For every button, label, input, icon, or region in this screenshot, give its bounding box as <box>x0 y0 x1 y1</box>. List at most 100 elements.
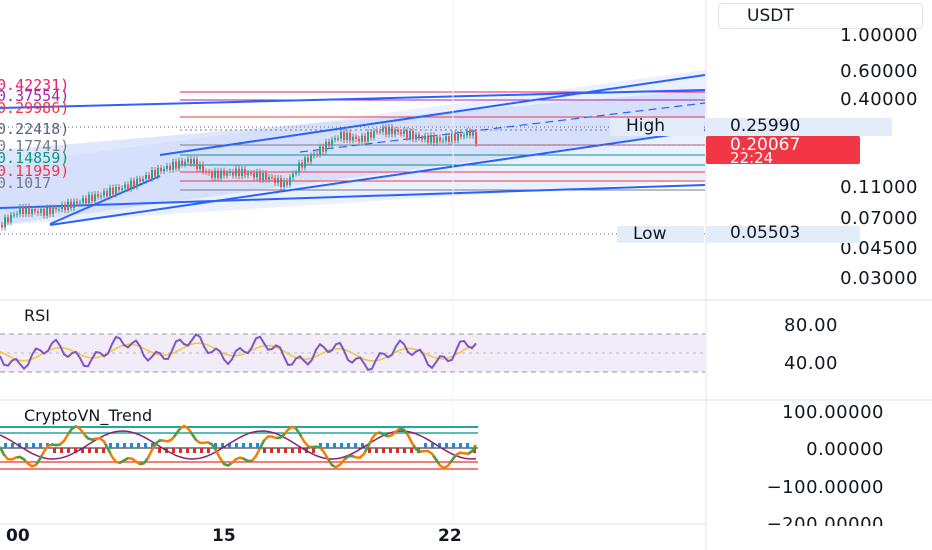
trend-dot <box>368 448 371 453</box>
candle-body <box>211 172 213 178</box>
time-tick: 22 <box>438 526 462 546</box>
low-value-badge[interactable]: 0.05503 <box>706 223 860 243</box>
candlestick-series[interactable] <box>1 123 477 231</box>
trend-dot <box>459 443 462 448</box>
channel-start-segment[interactable] <box>49 175 161 225</box>
candle-body <box>289 177 291 185</box>
candle-body <box>424 135 426 140</box>
trend-pane[interactable] <box>0 424 478 470</box>
candle-body <box>97 194 99 197</box>
candle-body <box>364 135 366 142</box>
channel-bottom-line[interactable] <box>0 184 706 209</box>
candle-body <box>460 133 462 137</box>
candle-body <box>196 159 198 170</box>
trend-dot <box>452 443 455 448</box>
rsi-signal-line[interactable] <box>0 342 477 362</box>
fib-level-label: (0.37554) <box>0 87 70 105</box>
candle-body <box>367 132 369 142</box>
trend-dot <box>263 448 266 453</box>
channel-upper-diagonal[interactable] <box>159 74 706 156</box>
high-label: High <box>626 116 666 136</box>
high-value-badge[interactable]: 0.25990 <box>706 116 892 136</box>
trend-fast-line[interactable] <box>0 424 478 470</box>
candle-body <box>331 139 333 147</box>
trend-dot <box>130 443 133 448</box>
trend-dot <box>109 443 112 448</box>
candle-body <box>28 206 30 215</box>
rsi-title[interactable]: RSI <box>24 306 50 325</box>
trend-tick: 100.00000 <box>782 402 884 423</box>
trend-dot <box>74 448 77 453</box>
candle-body <box>4 217 6 228</box>
candle-body <box>439 137 441 141</box>
current-price-value: 0.20067 <box>730 135 801 155</box>
candle-body <box>43 208 45 216</box>
currency-button[interactable]: USDT <box>718 3 923 29</box>
candle-body <box>250 173 252 175</box>
candle-body <box>421 138 423 140</box>
candle-body <box>442 140 444 142</box>
candle-body <box>475 132 477 144</box>
candle-body <box>322 146 324 152</box>
candle-body <box>166 165 168 169</box>
trend-dot <box>4 443 7 448</box>
lower-channel-fill <box>0 70 705 225</box>
candle-body <box>373 131 375 138</box>
candle-body <box>355 136 357 139</box>
candle-body <box>226 172 228 176</box>
trend-dot <box>39 443 42 448</box>
current-price-tag[interactable]: 0.20067 22:24 <box>706 135 860 167</box>
upper-channel-fill <box>0 90 705 225</box>
trend-dot <box>95 448 98 453</box>
trend-dot <box>445 443 448 448</box>
trend-dot <box>221 443 224 448</box>
trend-dot <box>53 448 56 453</box>
candle-body <box>31 208 33 215</box>
trend-dot <box>242 443 245 448</box>
time-tick: 15 <box>212 526 236 546</box>
candle-body <box>256 171 258 178</box>
trend-dot <box>354 443 357 448</box>
candle-body <box>274 177 276 183</box>
candle-body <box>451 133 453 142</box>
price-tick: 0.11000 <box>840 177 918 198</box>
high-label-badge[interactable]: High <box>610 116 704 136</box>
trend-dot <box>382 448 385 453</box>
candle-body <box>112 187 114 195</box>
trend-dot <box>403 448 406 453</box>
trend-dot <box>151 443 154 448</box>
candle-body <box>199 164 201 170</box>
candle-body <box>385 127 387 135</box>
candle-body <box>379 131 381 133</box>
low-label: Low <box>633 224 667 244</box>
candle-body <box>349 132 351 141</box>
candle-body <box>94 194 96 202</box>
trend-dot <box>102 448 105 453</box>
trend-dot <box>256 443 259 448</box>
trend-dot <box>438 443 441 448</box>
candle-body <box>400 132 402 134</box>
trend-dot <box>340 443 343 448</box>
candle-body <box>316 153 318 155</box>
price-tick: 1.00000 <box>840 25 918 46</box>
trend-dot <box>389 448 392 453</box>
channel-lower-diagonal[interactable] <box>49 129 706 226</box>
low-value: 0.05503 <box>730 223 801 243</box>
candle-body <box>223 170 225 176</box>
rsi-line[interactable] <box>0 333 477 372</box>
trend-title[interactable]: CryptoVN_Trend <box>24 406 153 425</box>
rsi-pane[interactable] <box>0 333 705 373</box>
main-price-pane[interactable] <box>0 70 706 235</box>
candle-body <box>160 168 162 172</box>
candle-body <box>358 138 360 142</box>
candle-body <box>319 146 321 155</box>
trend-dot <box>88 448 91 453</box>
candle-body <box>142 178 144 182</box>
price-tick: 0.03000 <box>840 268 918 289</box>
candle-body <box>7 217 9 223</box>
trend-dot <box>207 448 210 453</box>
candle-body <box>292 173 294 178</box>
candle-body <box>415 134 417 140</box>
low-label-badge[interactable]: Low <box>617 224 704 244</box>
